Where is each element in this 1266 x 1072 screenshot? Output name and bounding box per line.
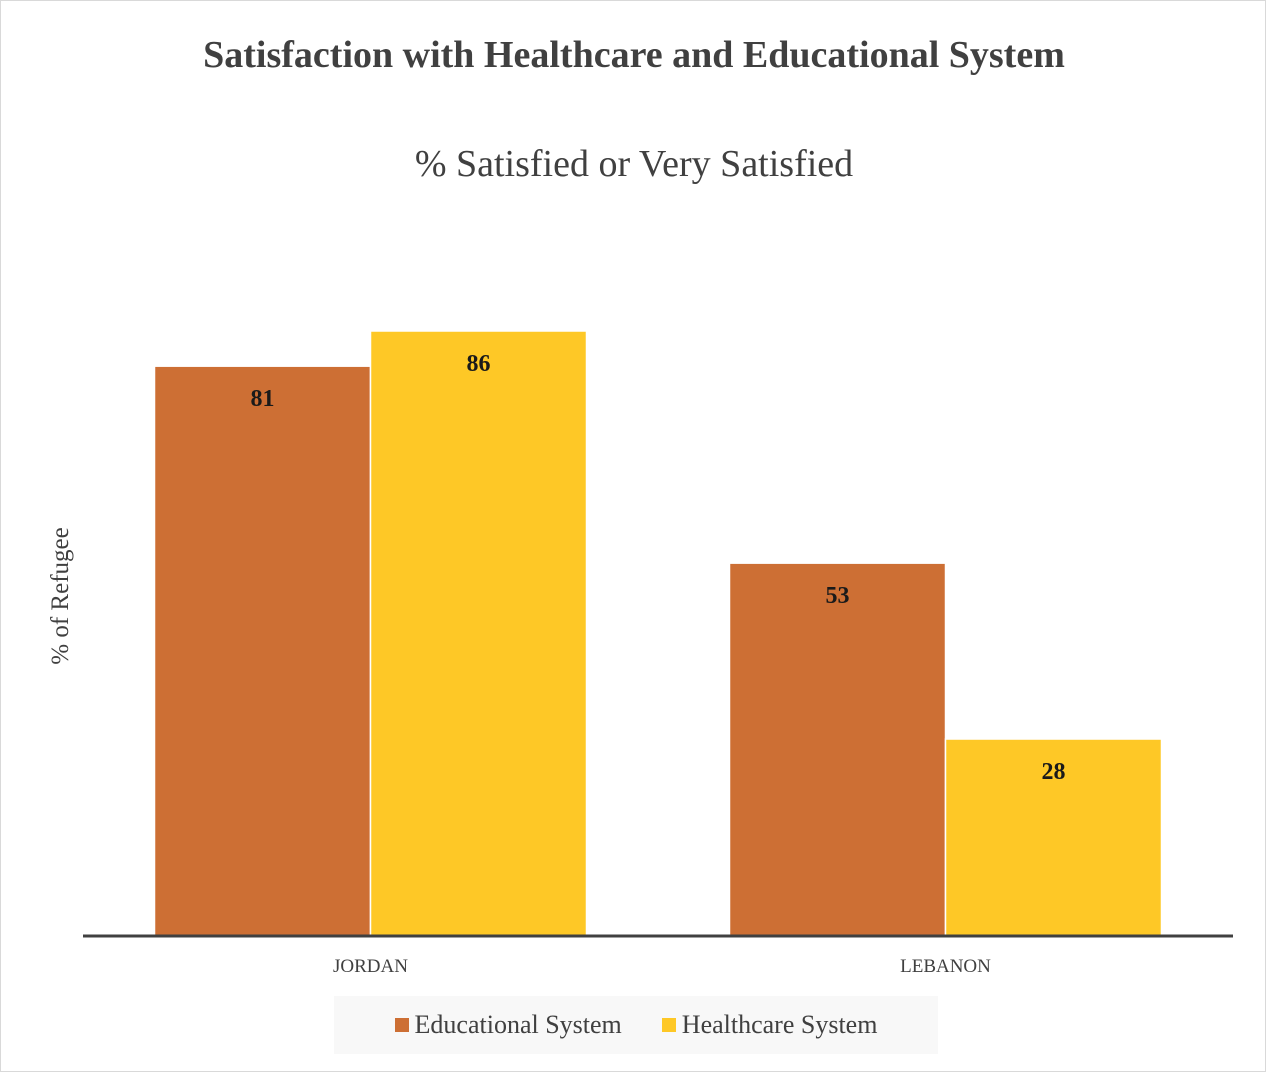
data-label-jordan-healthcare-system: 86: [467, 351, 491, 377]
legend-item-educational-system: Educational System: [394, 1010, 622, 1040]
x-tick-label-jordan: JORDAN: [333, 956, 408, 977]
bar-jordan-healthcare-system: [369, 330, 588, 937]
data-label-jordan-educational-system: 81: [251, 386, 275, 412]
x-tick-label-lebanon: LEBANON: [900, 956, 991, 977]
legend-swatch-educational-system: [394, 1018, 409, 1032]
legend-swatch-healthcare-system: [661, 1018, 676, 1032]
chart-subtitle: % Satisfied or Very Satisfied: [414, 143, 854, 185]
legend-item-healthcare-system: Healthcare System: [661, 1010, 878, 1040]
chart-title: Satisfaction with Healthcare and Educati…: [1, 29, 1266, 81]
legend-label-educational-system: Educational System: [414, 1010, 622, 1039]
plot-area: 81 86 JORDAN 53 28 LEBANON: [83, 330, 1233, 977]
bar-lebanon-educational-system: [728, 562, 947, 937]
bar-jordan-educational-system: [153, 365, 372, 937]
chart-title-text: Satisfaction with Healthcare and Educati…: [203, 34, 1065, 76]
legend: Educational System Healthcare System: [334, 996, 938, 1054]
data-label-lebanon-healthcare-system: 28: [1042, 759, 1066, 785]
legend-label-healthcare-system: Healthcare System: [681, 1010, 878, 1039]
data-label-lebanon-educational-system: 53: [826, 583, 850, 609]
